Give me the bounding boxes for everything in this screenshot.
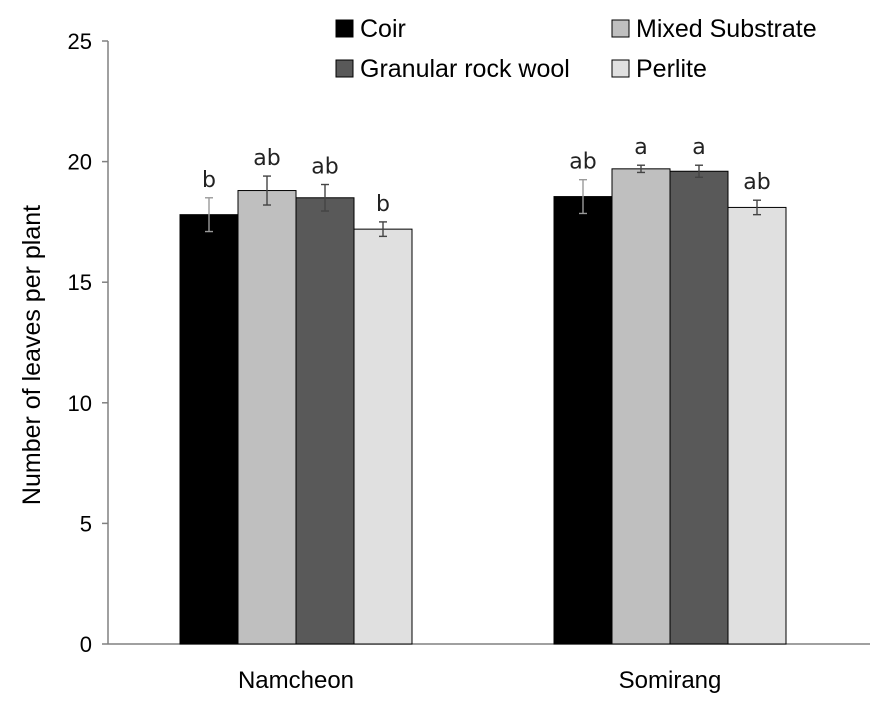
legend-label: Granular rock wool: [360, 55, 570, 83]
bar: [179, 214, 239, 645]
y-tick-label: 15: [68, 270, 92, 295]
significance-letter: ab: [253, 146, 280, 171]
bar: [611, 168, 671, 645]
x-category-label: Namcheon: [238, 667, 354, 694]
legend-label: Mixed Substrate: [636, 15, 817, 43]
significance-letter: b: [202, 168, 216, 193]
axes: 0 5 10 15 20 25 Namcheon Somirang: [68, 29, 870, 694]
x-category-label: Somirang: [619, 667, 722, 694]
legend-swatch: [335, 19, 354, 38]
y-tick-label: 5: [80, 511, 92, 536]
legend-label: Coir: [360, 15, 406, 43]
legend-swatch: [611, 59, 630, 78]
bar: [295, 197, 355, 645]
bar: [669, 170, 729, 645]
significance-letter: ab: [743, 170, 770, 195]
legend: Coir Mixed Substrate Granular rock wool Per…: [335, 15, 817, 83]
bar: [553, 196, 613, 645]
y-tick-label: 10: [68, 391, 92, 416]
bar: [353, 228, 413, 645]
significance-letter: ab: [569, 150, 596, 175]
significance-letter: ab: [311, 155, 338, 180]
bar: [727, 206, 787, 645]
y-tick-label: 25: [68, 29, 92, 54]
legend-label: Perlite: [636, 55, 707, 83]
legend-swatch: [335, 59, 354, 78]
significance-letter: a: [692, 135, 705, 160]
legend-swatch: [611, 19, 630, 38]
y-tick-label: 0: [80, 632, 92, 657]
bars: b ab ab b ab a a ab: [179, 135, 787, 645]
y-axis-label: Number of leaves per plant: [18, 205, 46, 505]
significance-letter: a: [634, 135, 647, 160]
bar: [237, 190, 297, 645]
significance-letter: b: [376, 192, 390, 217]
y-tick-label: 20: [68, 150, 92, 175]
